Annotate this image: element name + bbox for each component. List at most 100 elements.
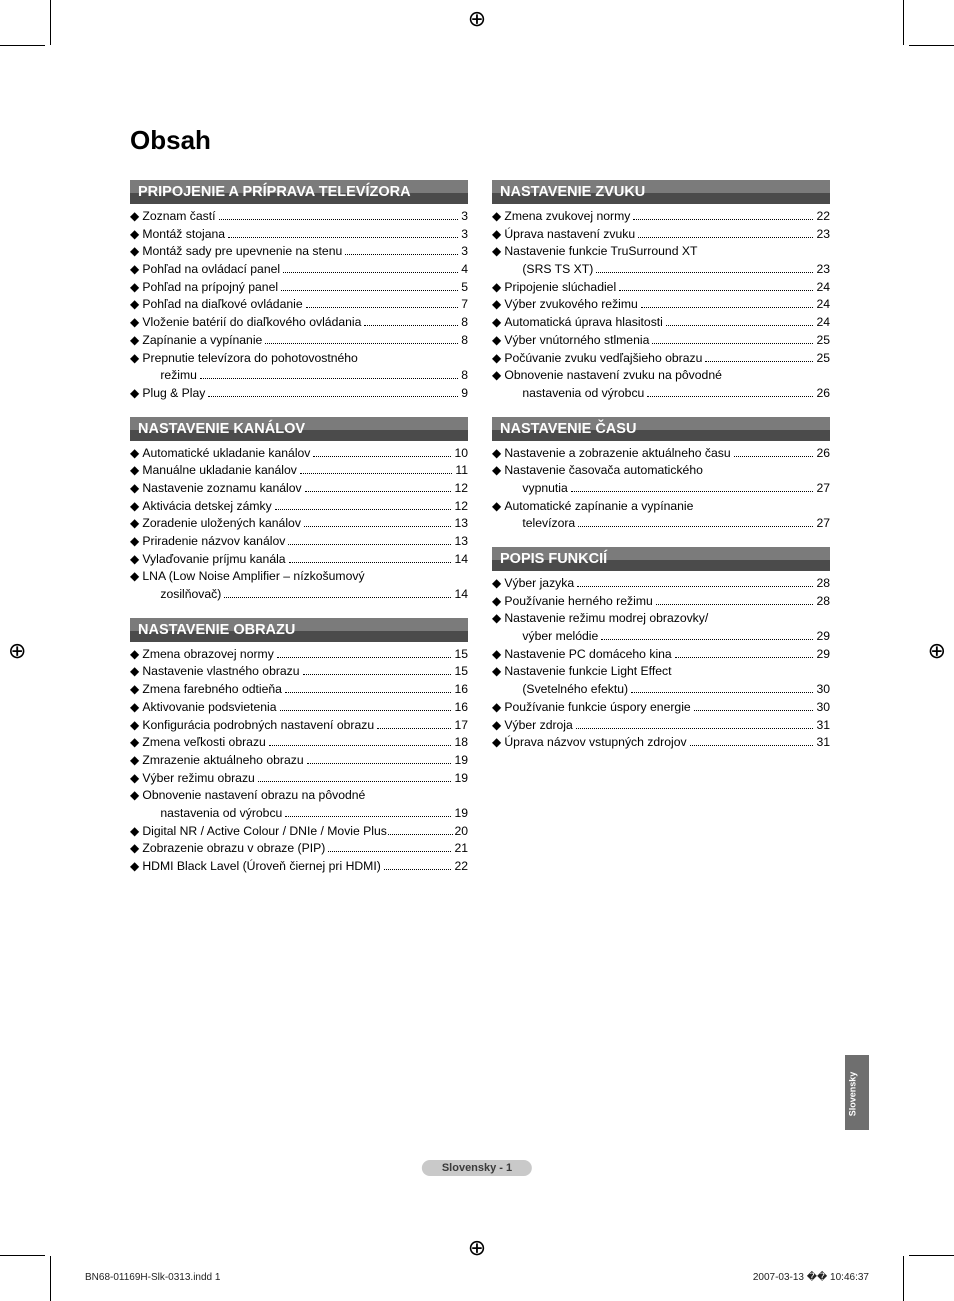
toc-item-page: 25 — [816, 332, 830, 350]
diamond-bullet-icon: ◆ — [130, 208, 139, 226]
toc-item-label: Výber jazyka — [504, 575, 574, 593]
diamond-bullet-icon: ◆ — [492, 226, 501, 244]
toc-item-page: 3 — [461, 226, 468, 244]
toc-row: ◆Nastavenie PC domáceho kina29 — [492, 646, 830, 664]
toc-leader-dots — [265, 334, 458, 344]
crop-mark — [903, 0, 904, 45]
toc-item-label: (SRS TS XT) — [504, 261, 593, 279]
toc-row: ◆Zmena zvukovej normy22 — [492, 208, 830, 226]
toc-list: ◆Zmena zvukovej normy22◆Úprava nastavení… — [492, 208, 830, 403]
toc-item-label: Výber režimu obrazu — [142, 770, 254, 788]
toc-leader-dots — [328, 843, 451, 853]
crop-mark — [50, 0, 51, 45]
toc-row: ◆Zoznam častí3 — [130, 208, 468, 226]
toc-row: ◆Manuálne ukladanie kanálov11 — [130, 462, 468, 480]
toc-item-page: 5 — [461, 279, 468, 297]
diamond-bullet-icon: ◆ — [492, 279, 501, 297]
toc-item-page: 12 — [454, 480, 468, 498]
toc-item-label: HDMI Black Lavel (Úroveň čiernej pri HDM… — [142, 858, 380, 876]
toc-leader-dots — [619, 281, 813, 291]
diamond-bullet-icon: ◆ — [130, 734, 139, 752]
toc-row: ◆Úprava nastavení zvuku23 — [492, 226, 830, 244]
toc-leader-dots — [224, 589, 451, 599]
toc-leader-dots — [285, 807, 451, 817]
crop-mark — [50, 1256, 51, 1301]
toc-leader-dots — [228, 228, 458, 238]
toc-item-label: Úprava nastavení zvuku — [504, 226, 635, 244]
diamond-bullet-icon: ◆ — [130, 840, 139, 858]
diamond-bullet-icon: ◆ — [492, 208, 501, 226]
toc-item-label: režimu — [142, 367, 197, 385]
toc-item-page: 25 — [816, 350, 830, 368]
toc-item-label: Vylaďovanie príjmu kanála — [142, 551, 285, 569]
toc-row: ◆Počúvanie zvuku vedľajšieho obrazu25 — [492, 350, 830, 368]
toc-leader-dots — [576, 719, 814, 729]
diamond-bullet-icon: ◆ — [130, 296, 139, 314]
toc-item-page: 21 — [454, 840, 468, 858]
toc-item-label: Konfigurácia podrobných nastavení obrazu — [142, 717, 374, 735]
toc-section-header: POPIS FUNKCIÍ — [492, 547, 830, 571]
toc-item-label: Zmrazenie aktuálneho obrazu — [142, 752, 303, 770]
toc-section-header: NASTAVENIE ČASU — [492, 417, 830, 441]
toc-leader-dots — [304, 518, 452, 528]
toc-leader-dots — [638, 228, 813, 238]
toc-leader-dots — [275, 500, 452, 510]
diamond-bullet-icon: ◆ — [492, 717, 501, 735]
toc-item-page: 20 — [454, 823, 468, 841]
toc-row: ◆Zmena veľkosti obrazu18 — [130, 734, 468, 752]
diamond-bullet-icon: ◆ — [130, 770, 139, 788]
toc-item-page: 3 — [461, 208, 468, 226]
toc-item-label: Zmena veľkosti obrazu — [142, 734, 265, 752]
toc-row: ◆Zobrazenie obrazu v obraze (PIP)21 — [130, 840, 468, 858]
toc-list: ◆Nastavenie a zobrazenie aktuálneho času… — [492, 445, 830, 533]
toc-leader-dots — [258, 772, 452, 782]
diamond-bullet-icon: ◆ — [130, 551, 139, 569]
toc-item-label: Plug & Play — [142, 385, 205, 403]
toc-leader-dots — [307, 754, 452, 764]
toc-row: ◆Obnovenie nastavení zvuku na pôvodné — [492, 367, 830, 385]
toc-item-page: 19 — [454, 770, 468, 788]
diamond-bullet-icon: ◆ — [130, 699, 139, 717]
toc-row: ◆Nastavenie a zobrazenie aktuálneho času… — [492, 445, 830, 463]
toc-row: ◆Aktivovanie podsvietenia16 — [130, 699, 468, 717]
toc-leader-dots — [571, 482, 814, 492]
toc-row: ◆Pripojenie slúchadiel24 — [492, 279, 830, 297]
diamond-bullet-icon: ◆ — [492, 367, 501, 385]
registration-mark-icon: ⊕ — [928, 638, 946, 664]
toc-list: ◆Výber jazyka28◆Používanie herného režim… — [492, 575, 830, 752]
toc-item-label: Zoradenie uložených kanálov — [142, 515, 301, 533]
toc-row: ◆režimu8 — [130, 367, 468, 385]
toc-row: ◆Zmena obrazovej normy15 — [130, 646, 468, 664]
toc-row: ◆Konfigurácia podrobných nastavení obraz… — [130, 717, 468, 735]
toc-leader-dots — [384, 860, 452, 870]
toc-row: ◆HDMI Black Lavel (Úroveň čiernej pri HD… — [130, 858, 468, 876]
language-tab-label: Slovensky — [847, 1072, 857, 1117]
toc-item-label: Počúvanie zvuku vedľajšieho obrazu — [504, 350, 702, 368]
diamond-bullet-icon: ◆ — [130, 261, 139, 279]
toc-row: ◆Výber zdroja31 — [492, 717, 830, 735]
toc-leader-dots — [666, 317, 814, 327]
toc-item-page: 8 — [461, 314, 468, 332]
toc-item-page: 24 — [816, 296, 830, 314]
toc-item-label: (Svetelného efektu) — [504, 681, 628, 699]
print-footer-right: 2007-03-13 �� 10:46:37 — [753, 1272, 869, 1283]
toc-item-label: nastavenia od výrobcu — [504, 385, 644, 403]
toc-right-column: NASTAVENIE ZVUKU◆Zmena zvukovej normy22◆… — [492, 166, 830, 876]
toc-leader-dots — [283, 264, 458, 274]
toc-leader-dots — [280, 701, 452, 711]
toc-row: ◆Aktivácia detskej zámky12 — [130, 498, 468, 516]
print-footer: BN68-01169H-Slk-0313.indd 1 2007-03-13 �… — [85, 1272, 869, 1283]
toc-leader-dots — [277, 648, 452, 658]
toc-row: ◆Montáž sady pre upevnenie na stenu3 — [130, 243, 468, 261]
toc-item-label: Automatické zapínanie a vypínanie — [504, 498, 693, 516]
toc-item-label: Zapínanie a vypínanie — [142, 332, 262, 350]
toc-leader-dots — [303, 666, 452, 676]
toc-leader-dots — [675, 648, 814, 658]
toc-leader-dots — [705, 352, 813, 362]
diamond-bullet-icon: ◆ — [130, 681, 139, 699]
toc-row: ◆Montáž stojana3 — [130, 226, 468, 244]
diamond-bullet-icon: ◆ — [130, 226, 139, 244]
toc-row: ◆Nastavenie režimu modrej obrazovky/ — [492, 610, 830, 628]
toc-item-page: 22 — [816, 208, 830, 226]
toc-leader-dots — [377, 719, 451, 729]
